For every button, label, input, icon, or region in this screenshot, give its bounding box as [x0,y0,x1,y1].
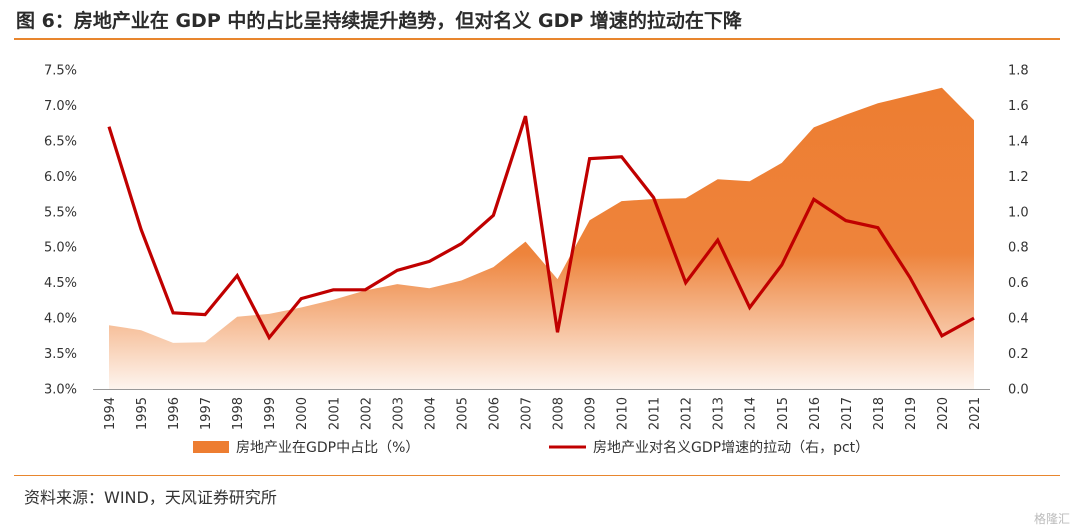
x-axis-tick-label: 2017 [840,397,855,430]
x-axis-tick-label: 2008 [552,397,567,430]
chart: 7.5% 7.0% 6.5% 6.0% 5.5% 5.0% 4.5% 4.0% 3.5% 3.0%… [44,64,1029,457]
left-axis-tick-label: 6.5% [44,134,77,149]
x-axis-tick-label: 2012 [680,397,695,430]
x-axis-tick-label: 2007 [519,397,534,430]
x-axis-tick-label: 2006 [487,397,502,430]
x-axis-tick-label: 1999 [263,397,278,430]
x-axis-tick-label: 2019 [904,397,919,430]
axes-group: 7.5% 7.0% 6.5% 6.0% 5.5% 5.0% 4.5% 4.0% 3.5% 3.0%… [44,64,1029,431]
legend-area-label: 房地产业在GDP中占比（%） [236,440,419,456]
right-axis-tick-label: 1.4 [1008,134,1029,149]
right-axis-tick-label: 1.0 [1008,205,1029,220]
right-axis-tick-label: 0.4 [1008,312,1029,327]
left-axis-tick-label: 4.0% [44,312,77,327]
footer-divider [14,475,1060,476]
x-axis-tick-label: 1997 [199,397,214,430]
legend-line-label: 房地产业对名义GDP增速的拉动（右，pct） [593,440,869,456]
x-axis-tick-label: 2015 [776,397,791,430]
left-axis-tick-label: 3.0% [44,383,77,398]
left-axis-tick-label: 5.5% [44,205,77,220]
watermark: 格隆汇 [1033,512,1070,526]
area-series-group [109,87,974,389]
right-axis-tick-label: 0.6 [1008,276,1029,291]
left-axis-tick-label: 6.0% [44,170,77,185]
right-axis-tick-label: 0.0 [1008,383,1029,398]
left-axis-tick-label: 7.0% [44,99,77,114]
x-axis-tick-label: 1994 [103,397,118,430]
right-axis-tick-label: 1.6 [1008,99,1029,114]
left-axis-tick-label: 5.0% [44,241,77,256]
x-axis-tick-label: 2010 [616,397,631,430]
area-series [109,87,974,389]
x-axis-tick-label: 2005 [455,397,470,430]
x-axis-tick-label: 2001 [327,397,342,430]
line-series-group [107,115,975,341]
x-axis-tick-label: 2009 [584,397,599,430]
title-divider [14,38,1060,40]
right-axis-tick-label: 0.2 [1008,347,1029,362]
x-axis-tick-label: 2000 [295,397,310,430]
x-axis-tick-label: 2014 [744,397,759,430]
x-axis-tick-label: 2021 [968,397,983,430]
x-axis-tick-label: 1995 [135,397,150,430]
x-axis-tick-label: 2002 [359,397,374,430]
legend: 房地产业在GDP中占比（%） 房地产业对名义GDP增速的拉动（右，pct） [193,440,869,456]
line-series [107,115,975,341]
right-axis-tick-label: 1.8 [1008,64,1029,79]
left-axis-tick-label: 7.5% [44,64,77,79]
page-title: 图 6：房地产业在 GDP 中的占比呈持续提升趋势，但对名义 GDP 增速的拉动… [16,10,742,32]
right-axis-tick-label: 1.2 [1008,170,1029,185]
x-axis-tick-label: 2003 [391,397,406,430]
x-axis-tick-label: 2018 [872,397,887,430]
source-note: 资料来源：WIND，天风证券研究所 [24,488,277,507]
x-axis-tick-label: 2020 [936,397,951,430]
x-axis-tick-label: 1996 [167,397,182,430]
x-axis-tick-label: 1998 [231,397,246,430]
left-axis-tick-label: 4.5% [44,276,77,291]
legend-area-swatch [193,441,229,453]
x-axis-tick-label: 2011 [648,397,663,430]
x-axis-tick-label: 2016 [808,397,823,430]
x-axis-tick-label: 2013 [712,397,727,430]
left-axis-tick-label: 3.5% [44,347,77,362]
right-axis-tick-label: 0.8 [1008,241,1029,256]
x-axis-tick-label: 2004 [423,397,438,430]
